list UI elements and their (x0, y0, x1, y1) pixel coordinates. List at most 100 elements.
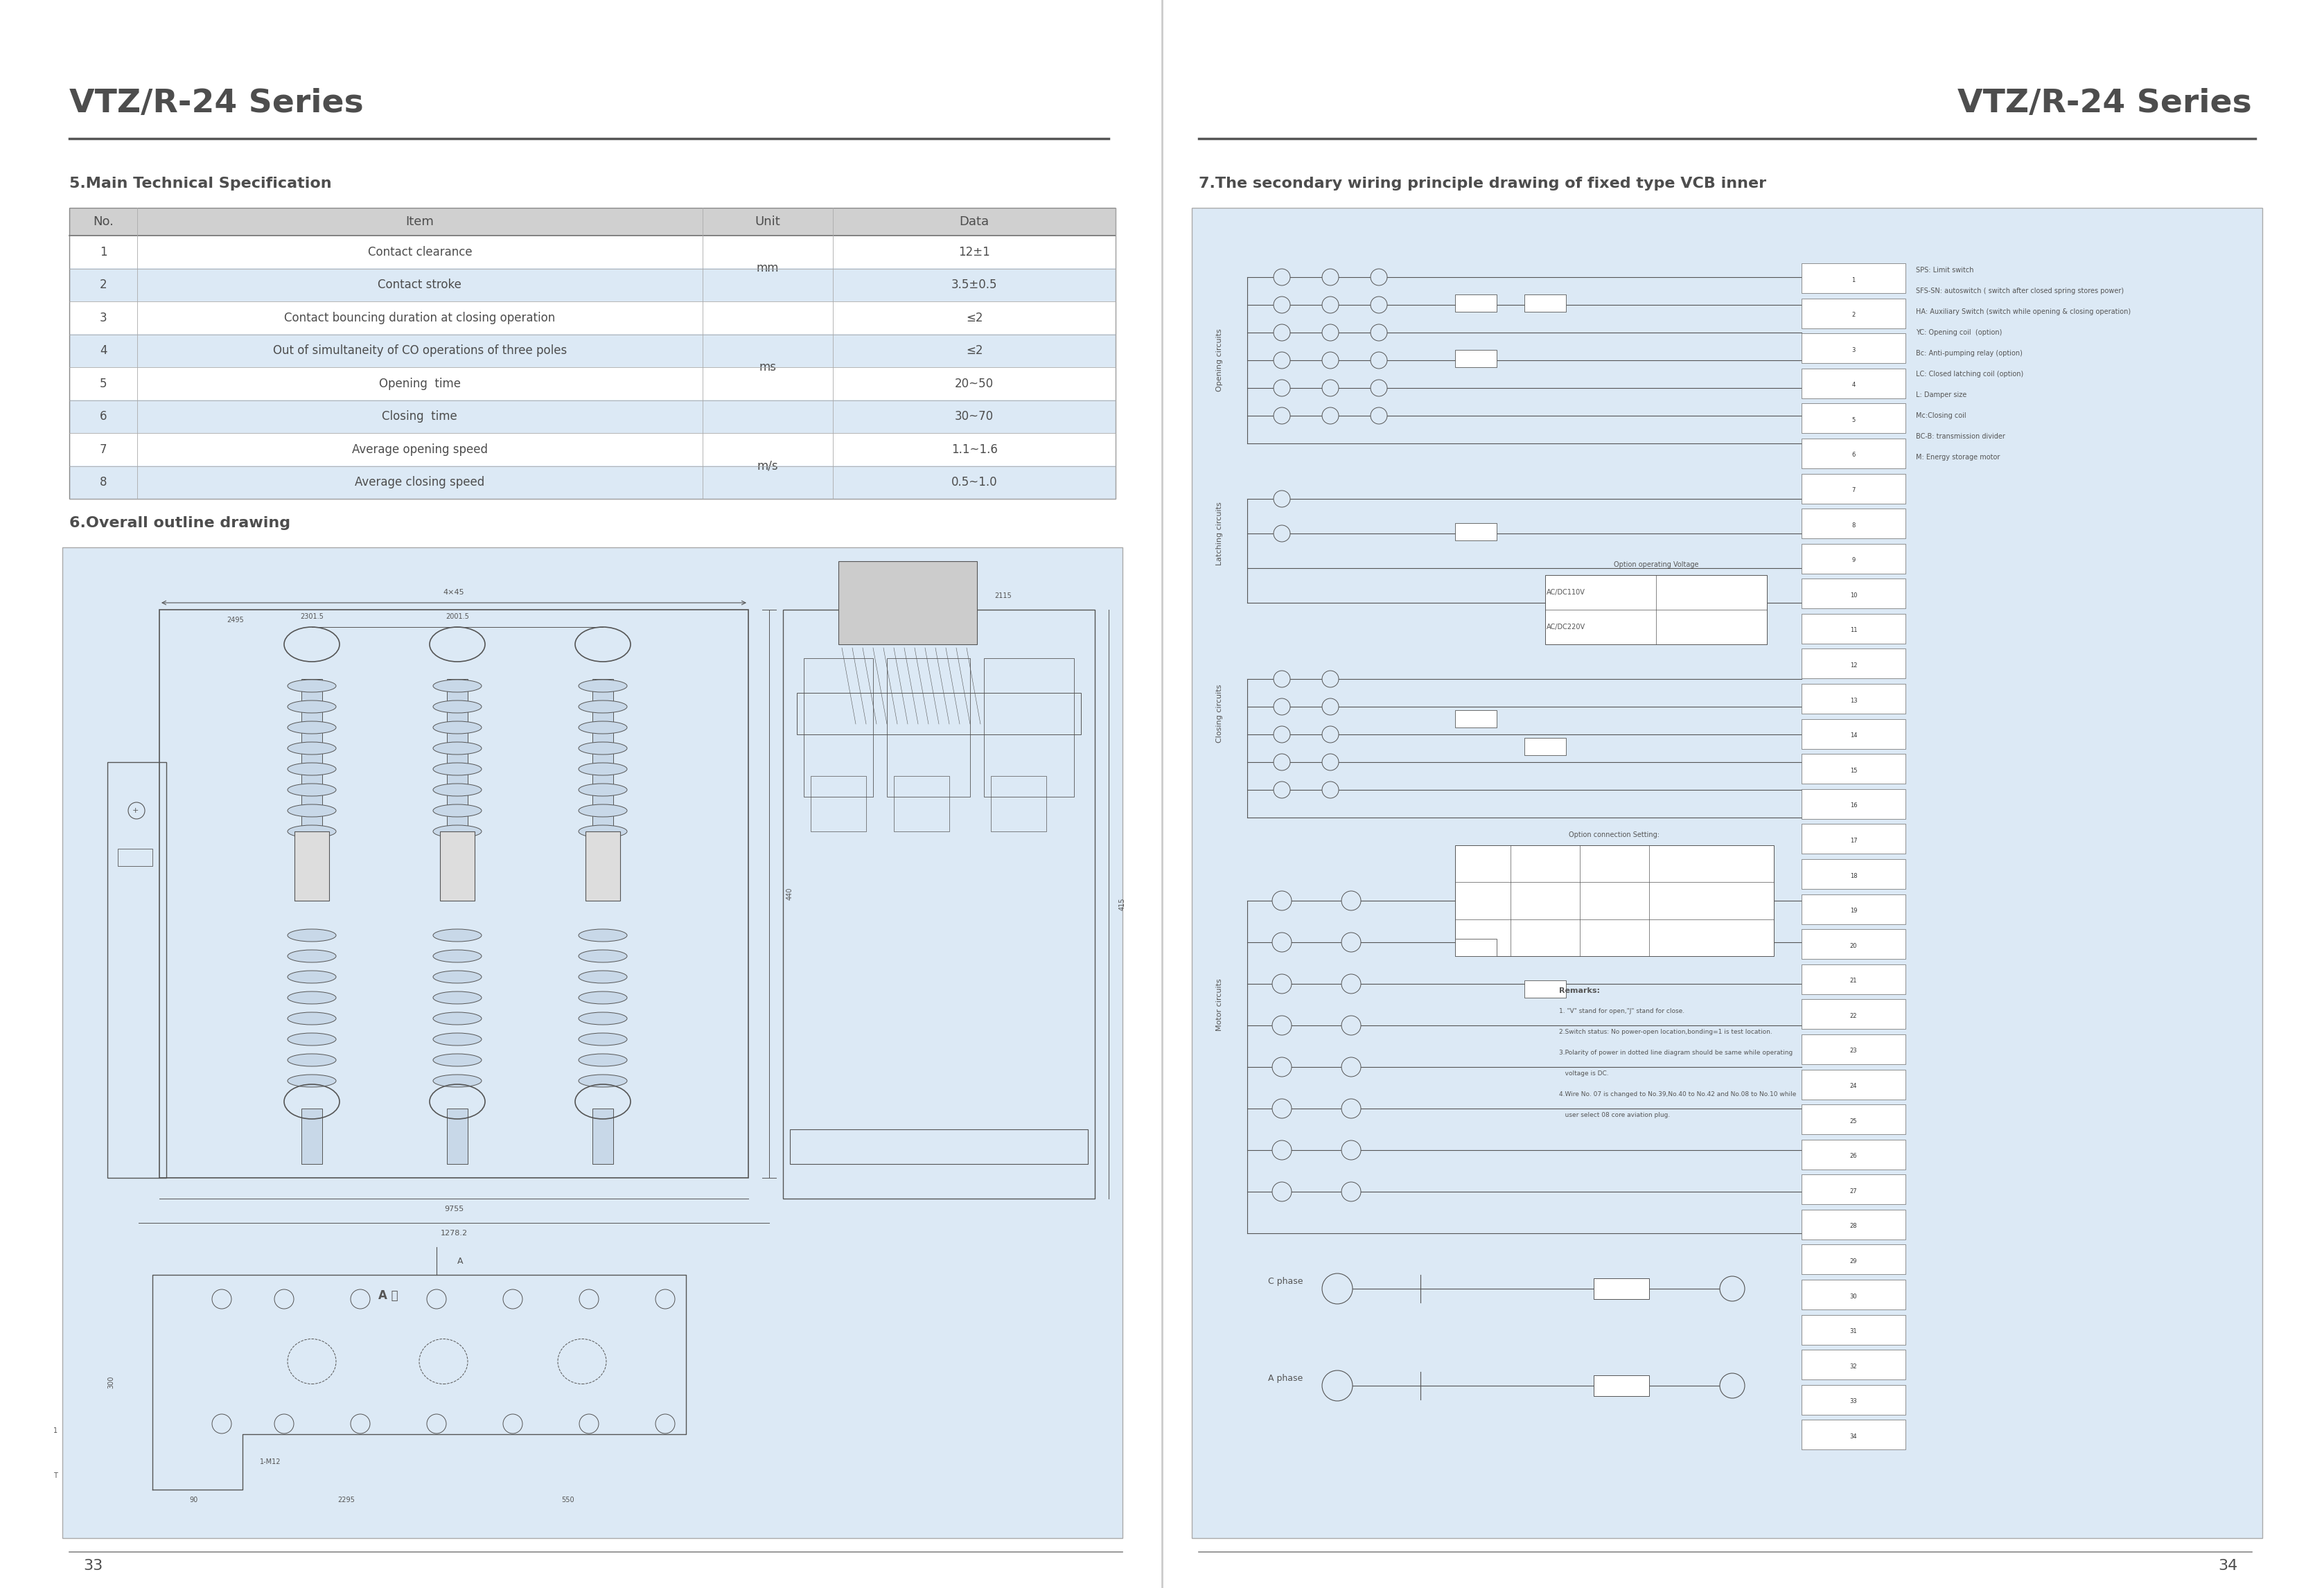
Bar (593, 680, 614, 873)
Bar (1525, 294, 1566, 311)
Text: 13: 13 (1850, 697, 1857, 703)
Ellipse shape (579, 929, 627, 942)
Text: SFS-SN: autoswitch ( switch after closed spring stores power): SFS-SN: autoswitch ( switch after closed… (1915, 287, 2124, 294)
Circle shape (1271, 973, 1292, 994)
Circle shape (1341, 1099, 1360, 1118)
Bar (295, 832, 330, 900)
Circle shape (1341, 891, 1360, 910)
Bar (446, 680, 467, 873)
Circle shape (1274, 324, 1290, 341)
Circle shape (1322, 781, 1339, 799)
Ellipse shape (288, 1075, 337, 1088)
Bar (1801, 999, 1906, 1029)
Bar (1801, 1140, 1906, 1169)
Bar (1525, 738, 1566, 756)
Text: 31: 31 (1850, 1328, 1857, 1334)
Text: Option operating Voltage: Option operating Voltage (1613, 561, 1699, 569)
Text: 23: 23 (1850, 1048, 1857, 1054)
Circle shape (1341, 1058, 1360, 1077)
Ellipse shape (432, 742, 481, 754)
Circle shape (1274, 781, 1290, 799)
Circle shape (1271, 1016, 1292, 1035)
Text: 1-M12: 1-M12 (260, 1458, 281, 1466)
Bar (804, 657, 874, 797)
Circle shape (1322, 380, 1339, 397)
Text: mm: mm (755, 262, 779, 275)
Text: 18: 18 (1850, 873, 1857, 878)
Bar (1801, 1105, 1906, 1134)
Text: Out of simultaneity of CO operations of three poles: Out of simultaneity of CO operations of … (272, 345, 567, 357)
Text: 90: 90 (191, 1496, 198, 1504)
Text: Contact clearance: Contact clearance (367, 246, 472, 259)
Ellipse shape (579, 680, 627, 692)
Bar (70, 434, 1116, 465)
Text: 2495: 2495 (228, 616, 244, 624)
Text: 29: 29 (1850, 1258, 1857, 1264)
Circle shape (1274, 353, 1290, 368)
Text: voltage is DC.: voltage is DC. (1559, 1070, 1608, 1077)
Bar (1801, 1069, 1906, 1099)
Bar (1801, 615, 1906, 643)
Text: 1.1~1.6: 1.1~1.6 (951, 443, 997, 456)
Text: 9: 9 (1852, 557, 1855, 564)
Circle shape (1271, 1058, 1292, 1077)
Ellipse shape (288, 700, 337, 713)
Circle shape (1274, 268, 1290, 286)
Bar (1192, 208, 2261, 1539)
Text: Locking: Locking (1534, 854, 1555, 861)
Text: Data: Data (960, 216, 990, 229)
Bar (1801, 649, 1906, 678)
Bar (783, 610, 1095, 1199)
Ellipse shape (288, 970, 337, 983)
Text: 4.Wire No. 07 is changed to No.39,No.40 to No.42 and No.08 to No.10 while: 4.Wire No. 07 is changed to No.39,No.40 … (1559, 1091, 1796, 1097)
Ellipse shape (432, 970, 481, 983)
Text: 24: 24 (1850, 1083, 1857, 1089)
Ellipse shape (432, 1012, 481, 1024)
Bar (63, 548, 1122, 1539)
Text: 2: 2 (100, 279, 107, 291)
Circle shape (1271, 891, 1292, 910)
Circle shape (1322, 324, 1339, 341)
Circle shape (1271, 1140, 1292, 1159)
Text: SPS: Limit switch: SPS: Limit switch (1915, 267, 1973, 273)
Circle shape (1274, 699, 1290, 715)
Ellipse shape (432, 929, 481, 942)
Circle shape (1371, 268, 1387, 286)
Circle shape (1341, 973, 1360, 994)
Circle shape (1322, 1370, 1353, 1401)
Text: 5.Main Technical Specification: 5.Main Technical Specification (70, 176, 332, 191)
Circle shape (1371, 353, 1387, 368)
Text: 300: 300 (107, 1375, 114, 1388)
Text: 1. "V" stand for open,"J" stand for close.: 1. "V" stand for open,"J" stand for clos… (1559, 1008, 1685, 1015)
Bar (1801, 1210, 1906, 1239)
Bar (1801, 684, 1906, 713)
Text: Latching circuits: Latching circuits (1215, 502, 1222, 565)
Circle shape (1322, 408, 1339, 424)
Text: 34: 34 (1850, 1434, 1857, 1440)
Text: 8: 8 (100, 476, 107, 489)
Bar (160, 610, 748, 1178)
Ellipse shape (579, 950, 627, 962)
Circle shape (1322, 268, 1339, 286)
Text: 4×45: 4×45 (444, 589, 465, 596)
Ellipse shape (432, 762, 481, 775)
Ellipse shape (432, 1034, 481, 1045)
Ellipse shape (288, 929, 337, 942)
Ellipse shape (288, 1012, 337, 1024)
Text: 16: 16 (1850, 802, 1857, 808)
Ellipse shape (432, 700, 481, 713)
Ellipse shape (432, 1054, 481, 1066)
Bar (1801, 1175, 1906, 1204)
Circle shape (1322, 1274, 1353, 1304)
Text: 3.5±0.5: 3.5±0.5 (951, 279, 997, 291)
Text: C phase: C phase (1267, 1277, 1304, 1286)
Ellipse shape (579, 1075, 627, 1088)
Text: Mc:Closing coil: Mc:Closing coil (1915, 413, 1966, 419)
Text: Item: Item (404, 216, 435, 229)
Bar (1801, 1245, 1906, 1275)
Ellipse shape (579, 826, 627, 837)
Text: AC/DC110V: AC/DC110V (1545, 589, 1585, 596)
Bar (1455, 710, 1497, 727)
Ellipse shape (288, 721, 337, 734)
Text: T: T (53, 1472, 58, 1480)
